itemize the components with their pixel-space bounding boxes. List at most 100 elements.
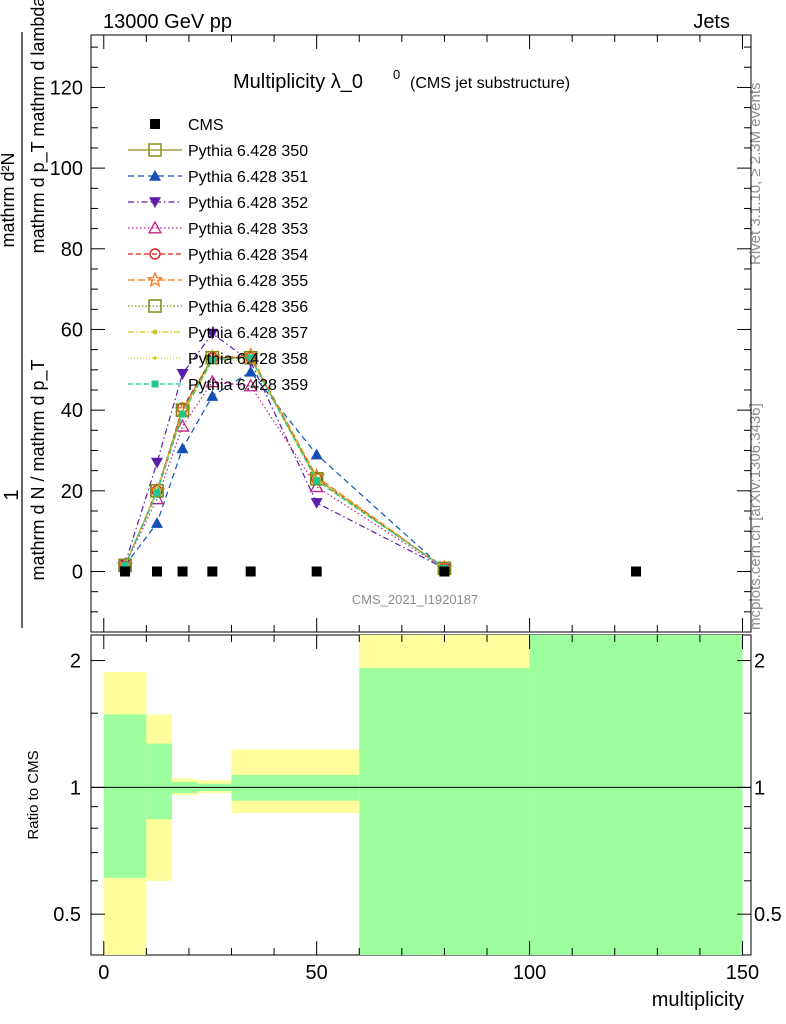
cms-point-6 — [439, 566, 450, 577]
series-line-3 — [124, 381, 445, 570]
legend-entry-3: Pythia 6.428 353 — [128, 220, 308, 238]
y-label-lower: mathrm d p_T mathrm d lambda — [28, 0, 49, 253]
legend-entry-1: Pythia 6.428 351 — [128, 169, 308, 186]
series-9-point-5 — [313, 477, 321, 485]
ytick-label-4: 80 — [61, 239, 83, 261]
main-plot-frame — [90, 34, 752, 633]
legend-entry-5: Pythia 6.428 355 — [128, 271, 308, 290]
legend-marker-2 — [149, 197, 161, 208]
legend-marker-6 — [148, 299, 162, 313]
xtick-label-0: 0 — [98, 962, 109, 984]
y-label-numerator: 1 — [1, 489, 23, 500]
series-layer — [116, 328, 453, 576]
ratio-y-label: Ratio to CMS — [25, 750, 42, 839]
chart-title: Multiplicity λ_0 0 (CMS jet substructure… — [233, 67, 570, 93]
legend-label-2: Pythia 6.428 352 — [188, 195, 308, 212]
main-axes: 0 20 40 60 80 100 120 — [50, 46, 751, 613]
ratio-band-green-1 — [146, 743, 172, 820]
xtick-label-2: 100 — [513, 962, 546, 984]
series-1-point-3 — [206, 390, 219, 401]
x-axis-label: multiplicity — [652, 989, 744, 1011]
ratio-ytick-label-right-0: 0.5 — [754, 904, 782, 926]
ratio-band-green-0 — [103, 714, 147, 878]
ratio-ytick-label-0: 0.5 — [53, 904, 81, 926]
ratio-band-green-5 — [359, 668, 530, 955]
chart-title-sup: 0 — [393, 67, 400, 82]
series-2-point-2 — [176, 369, 189, 380]
ratio-ytick-label-2: 2 — [70, 651, 81, 673]
y-axis-label: 1 mathrm d²N mathrm d p_T mathrm d lambd… — [0, 0, 49, 628]
ytick-label-5: 100 — [50, 158, 83, 180]
series-line-1 — [124, 371, 445, 570]
cms-point-7 — [631, 566, 642, 577]
legend-entry-7: Pythia 6.428 357 — [128, 325, 308, 342]
series-1-point-4 — [244, 365, 257, 377]
watermark: CMS_2021_I1920187 — [352, 592, 479, 607]
chart-title-main: Multiplicity λ_0 — [233, 71, 363, 93]
cms-point-0 — [120, 566, 131, 577]
series-1 — [119, 365, 451, 575]
series-1-point-5 — [310, 448, 323, 460]
series-2-point-3 — [206, 328, 219, 340]
cms-point-1 — [152, 566, 162, 577]
legend-label-0: Pythia 6.428 350 — [188, 143, 308, 160]
legend-marker-4 — [149, 248, 161, 260]
series-1-point-2 — [176, 442, 189, 454]
legend-label-6: Pythia 6.428 356 — [188, 299, 308, 316]
legend-marker-8 — [153, 356, 157, 360]
chart-title-sub: (CMS jet substructure) — [410, 75, 570, 92]
legend-label-cms: CMS — [188, 117, 224, 134]
legend: CMS Pythia 6.428 350 Pythia 6.428 351 Pythi… — [128, 117, 308, 394]
legend-marker-9 — [151, 380, 159, 388]
cms-point-5 — [311, 566, 322, 577]
y-label-left: mathrm d N / mathrm d p_T — [28, 359, 49, 580]
ratio-ytick-label-right-2: 2 — [754, 651, 765, 673]
energy-label: 13000 GeV pp — [103, 11, 232, 33]
ratio-band-green-6 — [529, 635, 743, 955]
legend-label-5: Pythia 6.428 355 — [188, 273, 308, 290]
ytick-label-3: 60 — [61, 319, 83, 341]
legend-marker-cms — [150, 119, 160, 129]
series-6-point-1 — [150, 484, 164, 498]
series-9-point-3 — [208, 356, 216, 364]
ratio-axes: 0.5 0.5 1 1 2 2 0 50 100 150 — [53, 35, 782, 984]
cms-point-3 — [207, 566, 218, 577]
rivet-label: Rivet 3.1.10, ≥ 2.3M events — [747, 83, 764, 266]
series-3 — [117, 374, 452, 575]
data-layer — [120, 566, 642, 577]
ytick-label-0: 0 — [72, 561, 83, 583]
series-2-point-5 — [310, 498, 323, 509]
cms-point-4 — [245, 566, 256, 577]
series-6-point-3 — [205, 350, 220, 365]
xtick-label-1: 50 — [306, 962, 328, 984]
legend-label-3: Pythia 6.428 353 — [188, 221, 308, 238]
series-9-point-2 — [179, 410, 187, 418]
series-line-2 — [124, 332, 445, 569]
series-3-point-5 — [309, 479, 324, 493]
legend-entry-4: Pythia 6.428 354 — [128, 247, 308, 264]
series-6-point-5 — [309, 471, 324, 486]
ytick-label-6: 120 — [50, 77, 83, 99]
legend-entry-9: Pythia 6.428 359 — [128, 377, 308, 394]
legend-entry-0: Pythia 6.428 350 — [128, 143, 308, 160]
ratio-ytick-label-1: 1 — [70, 777, 81, 799]
ratio-ytick-label-right-1: 1 — [754, 777, 765, 799]
series-9-point-4 — [247, 354, 255, 362]
legend-entry-2: Pythia 6.428 352 — [128, 195, 308, 212]
series-2-point-1 — [151, 457, 163, 469]
series-3-point-3 — [205, 374, 220, 388]
legend-entry-6: Pythia 6.428 356 — [128, 299, 308, 316]
legend-label-4: Pythia 6.428 354 — [188, 247, 308, 264]
legend-marker-0 — [148, 143, 162, 157]
category-label: Jets — [693, 11, 730, 33]
ratio-bands — [103, 635, 743, 955]
site-label: mcplots.cern.ch [arXiv:1306.3436] — [747, 403, 764, 630]
legend-marker-3 — [147, 220, 163, 234]
legend-label-9: Pythia 6.428 359 — [188, 377, 308, 394]
xtick-label-3: 150 — [726, 962, 759, 984]
series-1-point-1 — [151, 517, 163, 528]
legend-entry-cms: CMS — [150, 117, 224, 134]
legend-marker-1 — [149, 170, 161, 181]
cms-point-2 — [177, 566, 188, 577]
